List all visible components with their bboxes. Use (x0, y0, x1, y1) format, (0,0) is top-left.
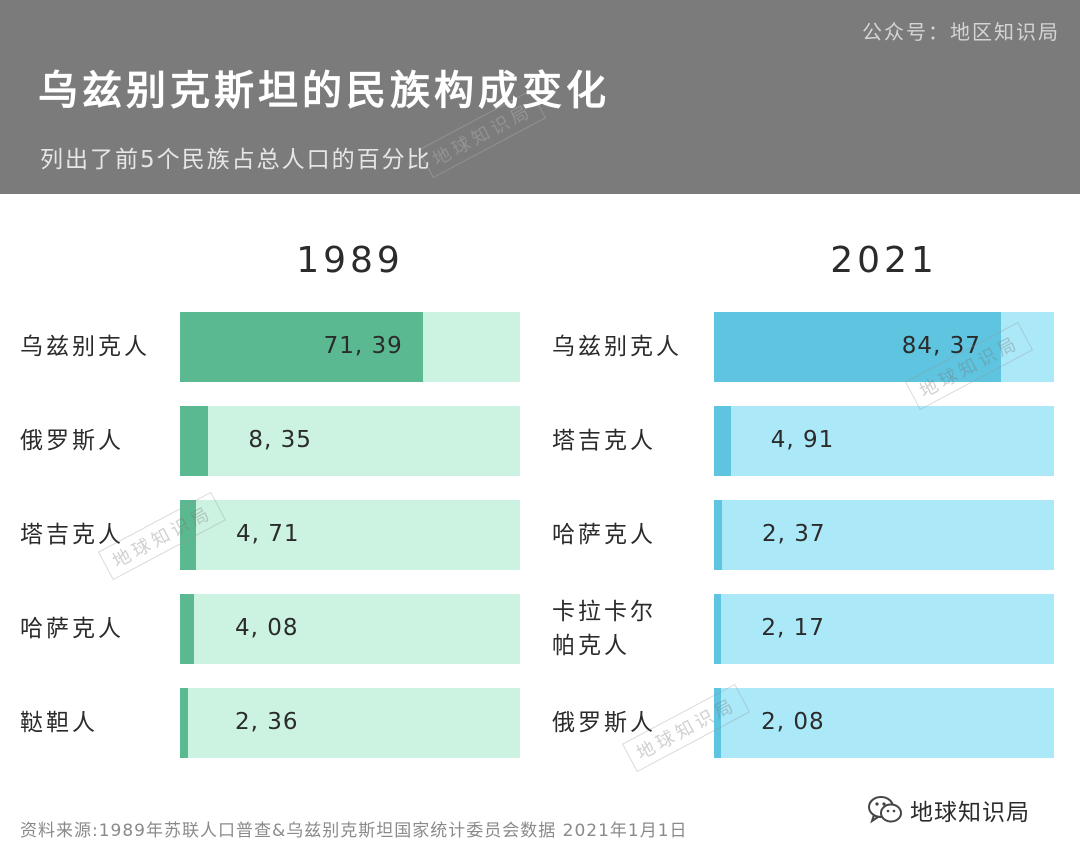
bar-track: 4, 08 (180, 594, 520, 664)
data-label: 8, 35 (248, 427, 312, 453)
bar-track: 2, 37 (714, 500, 1054, 570)
account-name: 公众号：地区知识局 (862, 20, 1060, 44)
bar (714, 406, 731, 476)
data-label: 2, 37 (762, 521, 826, 547)
bar-track: 84, 37 (714, 312, 1054, 382)
page-title: 乌兹别克斯坦的民族构成变化 (38, 68, 610, 114)
bar (714, 594, 722, 664)
bar (180, 500, 196, 570)
header-banner: 公众号：地区知识局 乌兹别克斯坦的民族构成变化 列出了前5个民族占总人口的百分比… (0, 0, 1080, 194)
year-label-1989: 1989 (296, 240, 404, 281)
page-subtitle: 列出了前5个民族占总人口的百分比 (40, 147, 432, 173)
bar (180, 312, 423, 382)
category-label: 乌兹别克人 (20, 334, 150, 360)
bar (714, 500, 723, 570)
bar-track: 2, 08 (714, 688, 1054, 758)
bar (180, 406, 209, 476)
category-label: 塔吉克人 (552, 428, 656, 454)
data-label: 2, 17 (761, 615, 825, 641)
bar-track: 71, 39 (180, 312, 520, 382)
category-label: 哈萨克人 (20, 616, 124, 642)
brand: 地球知识局 (868, 793, 1030, 827)
bar (180, 688, 189, 758)
bar (180, 594, 194, 664)
category-label: 卡拉卡尔 帕克人 (552, 599, 656, 659)
category-label: 俄罗斯人 (20, 428, 124, 454)
data-label: 2, 08 (761, 709, 825, 735)
year-label-2021: 2021 (830, 240, 938, 281)
category-label: 哈萨克人 (552, 522, 656, 548)
bar (714, 688, 722, 758)
data-label: 2, 36 (235, 709, 299, 735)
bar-track: 4, 91 (714, 406, 1054, 476)
data-label: 84, 37 (901, 333, 981, 359)
data-label: 4, 91 (770, 427, 835, 453)
bar-track: 2, 17 (714, 594, 1054, 664)
category-label: 塔吉克人 (20, 522, 124, 548)
bar (714, 312, 1001, 382)
data-label: 4, 71 (236, 521, 300, 547)
wechat-icon (868, 796, 902, 824)
bar-track: 4, 71 (180, 500, 520, 570)
data-label: 71, 39 (323, 333, 403, 359)
category-label: 鞑靼人 (20, 710, 98, 736)
bar-track: 2, 36 (180, 688, 520, 758)
category-label: 乌兹别克人 (552, 334, 682, 360)
bar-track: 8, 35 (180, 406, 520, 476)
data-label: 4, 08 (235, 615, 299, 641)
data-source: 资料来源:1989年苏联人口普查&乌兹别克斯坦国家统计委员会数据 2021年1月… (20, 821, 688, 841)
category-label: 俄罗斯人 (552, 710, 656, 736)
brand-name: 地球知识局 (910, 800, 1030, 826)
